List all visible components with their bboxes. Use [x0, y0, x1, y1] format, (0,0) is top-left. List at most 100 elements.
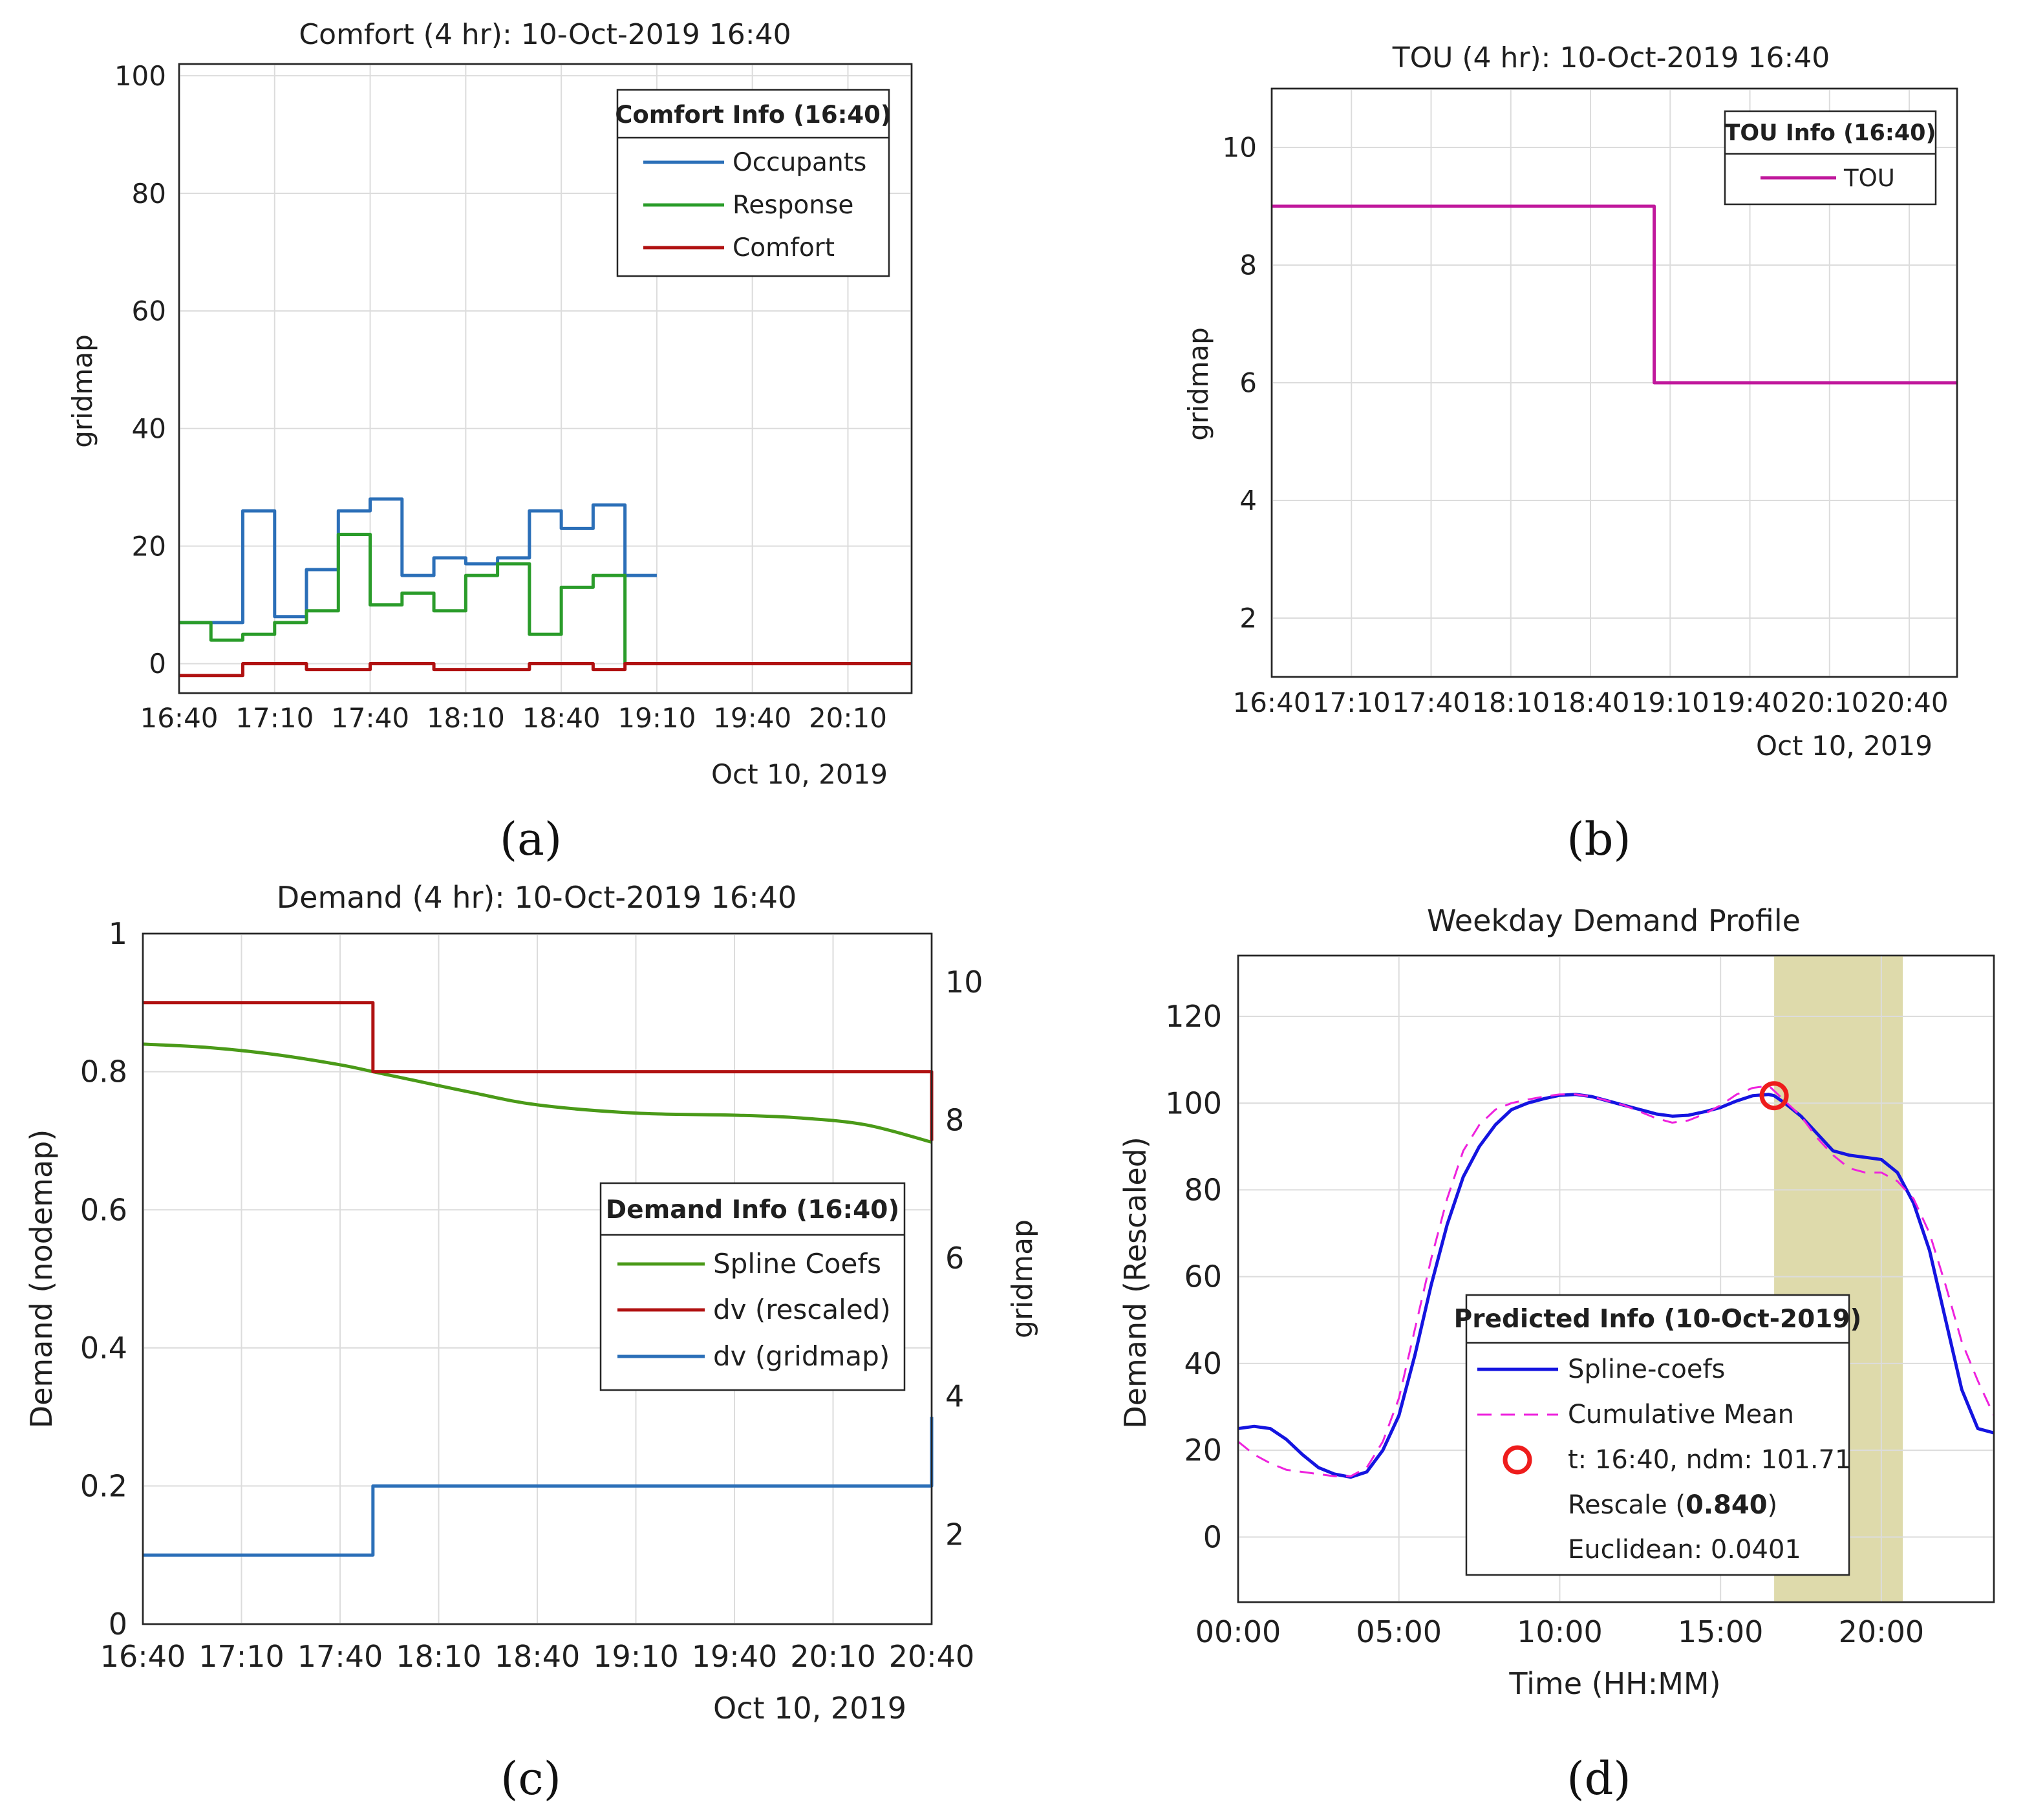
panel-c-x-tick-label: 17:40: [297, 1639, 383, 1674]
panel-a-series-comfort: [179, 662, 912, 678]
panel-b-x-tick-label: 20:10: [1790, 687, 1868, 718]
panel-d-current-marker: [1759, 1081, 1789, 1111]
panel-c-legend-label-spline: Spline Coefs: [713, 1248, 881, 1279]
panel-d-legend-label-cumulative: Cumulative Mean: [1568, 1400, 1794, 1429]
panel-c-date-label: Oct 10, 2019: [713, 1691, 906, 1726]
panel-c-caption: (c): [500, 1752, 561, 1805]
panel-c-plot-frame: [142, 932, 933, 1625]
panel-c-y-tick-labels: 0 0.2 0.4 0.6 0.8 1: [80, 916, 127, 1642]
panel-b-title: TOU (4 hr): 10-Oct-2019 16:40: [1392, 41, 1830, 74]
panel-c-y2-tick-label: 8: [945, 1102, 964, 1137]
panel-c: Demand (4 hr): 10-Oct-2019 16:40 16:40 17…: [24, 880, 1039, 1805]
panel-a: Comfort (4 hr): 10-Oct-2019 16:40 16:40 1…: [67, 18, 913, 866]
panel-b-x-tick-label: 20:40: [1870, 687, 1949, 718]
panel-b-x-tick-label: 18:10: [1472, 687, 1550, 718]
panel-c-y-tick-label: 0.8: [80, 1055, 127, 1089]
panel-c-y2-tick-label: 2: [945, 1517, 964, 1552]
panel-c-x-tick-label: 20:40: [889, 1639, 975, 1674]
panel-a-series-occupants: [179, 497, 657, 625]
panel-d-y-tick-label: 120: [1165, 999, 1222, 1034]
panel-c-x-tick-label: 20:10: [790, 1639, 876, 1674]
panel-c-legend-label-dv-gridmap: dv (gridmap): [713, 1340, 890, 1372]
panel-b-x-tick-label: 19:10: [1631, 687, 1709, 718]
panel-d-x-tick-label: 15:00: [1678, 1614, 1764, 1649]
panel-a-x-tick-label: 17:40: [331, 702, 409, 734]
panel-b-y-tick-label: 8: [1239, 250, 1257, 281]
panel-c-x-tick-label: 17:10: [198, 1639, 284, 1674]
panel-b-legend-title: TOU Info (16:40): [1724, 120, 1936, 146]
panel-a-x-tick-label: 19:40: [713, 702, 791, 734]
panel-a-x-tick-label: 16:40: [140, 702, 218, 734]
panel-c-title: Demand (4 hr): 10-Oct-2019 16:40: [277, 880, 797, 915]
panel-a-y-tick-label: 60: [132, 295, 166, 327]
panel-b-series-tou: [1272, 204, 1957, 385]
panel-a-legend: Comfort Info (16:40) Occupants Response …: [615, 89, 892, 277]
panel-c-x-tick-label: 18:10: [396, 1639, 482, 1674]
panel-c-y-tick-label: 0.6: [80, 1192, 127, 1227]
panel-a-y-tick-label: 0: [149, 648, 166, 680]
panel-c-y2-tick-label: 4: [945, 1379, 964, 1414]
panel-c-x-tick-label: 19:40: [692, 1639, 778, 1674]
panel-a-legend-label-occupants: Occupants: [733, 148, 866, 177]
panel-a-x-tick-label: 17:10: [235, 702, 314, 734]
panel-d-x-tick-label: 05:00: [1356, 1614, 1442, 1649]
panel-b-x-tick-label: 18:40: [1551, 687, 1629, 718]
panel-a-x-tick-labels: 16:40 17:10 17:40 18:10 18:40 19:10 19:40 20:10: [140, 702, 887, 734]
panel-d-caption-letter: d: [1585, 1752, 1614, 1805]
panel-d-legend-swatch-marker: [1503, 1445, 1532, 1475]
panel-a-legend-label-comfort: Comfort: [733, 233, 835, 262]
panel-a-legend-box: [616, 89, 890, 277]
panel-b-x-tick-label: 17:40: [1392, 687, 1470, 718]
panel-d-legend-label-spline: Spline-coefs: [1568, 1354, 1725, 1384]
panel-d-y-tick-label: 60: [1184, 1259, 1222, 1294]
panel-d-y-tick-label: 20: [1184, 1433, 1222, 1468]
panel-a-legend-label-response: Response: [733, 191, 853, 220]
panel-b-y-tick-label: 6: [1239, 367, 1257, 399]
panel-d-rescale-prefix: Rescale (: [1568, 1490, 1686, 1520]
panel-d-legend-box: [1465, 1294, 1850, 1576]
panel-b-x-tick-labels: 16:40 17:10 17:40 18:10 18:40 19:10 19:40 20:10…: [1232, 687, 1948, 718]
panel-d-y-tick-label: 0: [1203, 1519, 1222, 1554]
panel-d-title: Weekday Demand Profile: [1427, 903, 1801, 938]
panel-a-title: Comfort (4 hr): 10-Oct-2019 16:40: [299, 18, 791, 51]
panel-d-legend-title: Predicted Info (10-Oct-2019): [1454, 1305, 1862, 1334]
panel-d-x-tick-labels: 00:00 05:00 10:00 15:00 20:00: [1195, 1614, 1924, 1649]
panel-c-y2-tick-label: 6: [945, 1241, 964, 1276]
panel-a-y-tick-labels: 0 20 40 60 80 100: [114, 60, 166, 680]
panel-c-y2-axis-label: gridmap: [1006, 1219, 1039, 1338]
panel-b-caption-letter: b: [1585, 813, 1614, 866]
panel-a-x-tick-label: 19:10: [617, 702, 696, 734]
panel-b-y-tick-label: 10: [1223, 132, 1257, 164]
panel-b-x-tick-label: 19:40: [1711, 687, 1789, 718]
panel-a-caption-letter: a: [517, 813, 544, 866]
panel-a-date-label: Oct 10, 2019: [711, 758, 888, 790]
panel-d-series: [1237, 1084, 1995, 1479]
panel-b: TOU (4 hr): 10-Oct-2019 16:40 16:40 17:10…: [1183, 41, 1958, 866]
panel-a-x-tick-label: 20:10: [809, 702, 887, 734]
panel-a-series: [179, 497, 912, 678]
panel-b-x-tick-label: 17:10: [1312, 687, 1391, 718]
panel-b-legend: TOU Info (16:40) TOU: [1724, 110, 1937, 206]
panel-d-x-tick-label: 00:00: [1195, 1614, 1281, 1649]
panel-c-y-tick-label: 1: [109, 916, 127, 951]
panel-b-caption: (b): [1567, 813, 1631, 866]
panel-d-rescale-value: 0.840: [1686, 1490, 1768, 1520]
panel-d-x-axis-label: Time (HH:MM): [1508, 1666, 1720, 1701]
panel-a-series-response: [179, 532, 657, 666]
panel-a-plot-frame: [178, 63, 913, 694]
panel-c-y-axis-label: Demand (nodemap): [24, 1129, 59, 1429]
panel-b-plot-frame: [1270, 87, 1958, 678]
panel-c-y2-tick-labels: 2 4 6 8 10: [945, 965, 983, 1552]
panel-a-y-axis-label: gridmap: [67, 334, 98, 448]
panel-a-y-tick-label: 80: [132, 178, 166, 209]
panel-c-legend: Demand Info (16:40) Spline Coefs dv (res…: [599, 1182, 906, 1391]
panel-d-y-axis-label: Demand (Rescaled): [1118, 1137, 1153, 1429]
panel-a-x-tick-label: 18:40: [522, 702, 601, 734]
panel-d-y-tick-label: 80: [1184, 1173, 1222, 1208]
panel-c-caption-letter: c: [518, 1752, 543, 1805]
panel-c-series-spline-coefs: [142, 1042, 932, 1144]
panel-c-y-tick-label: 0: [109, 1607, 127, 1642]
panel-c-x-tick-label: 18:40: [495, 1639, 581, 1674]
panel-d-legend: Predicted Info (10-Oct-2019) Spline-coef…: [1454, 1294, 1862, 1576]
